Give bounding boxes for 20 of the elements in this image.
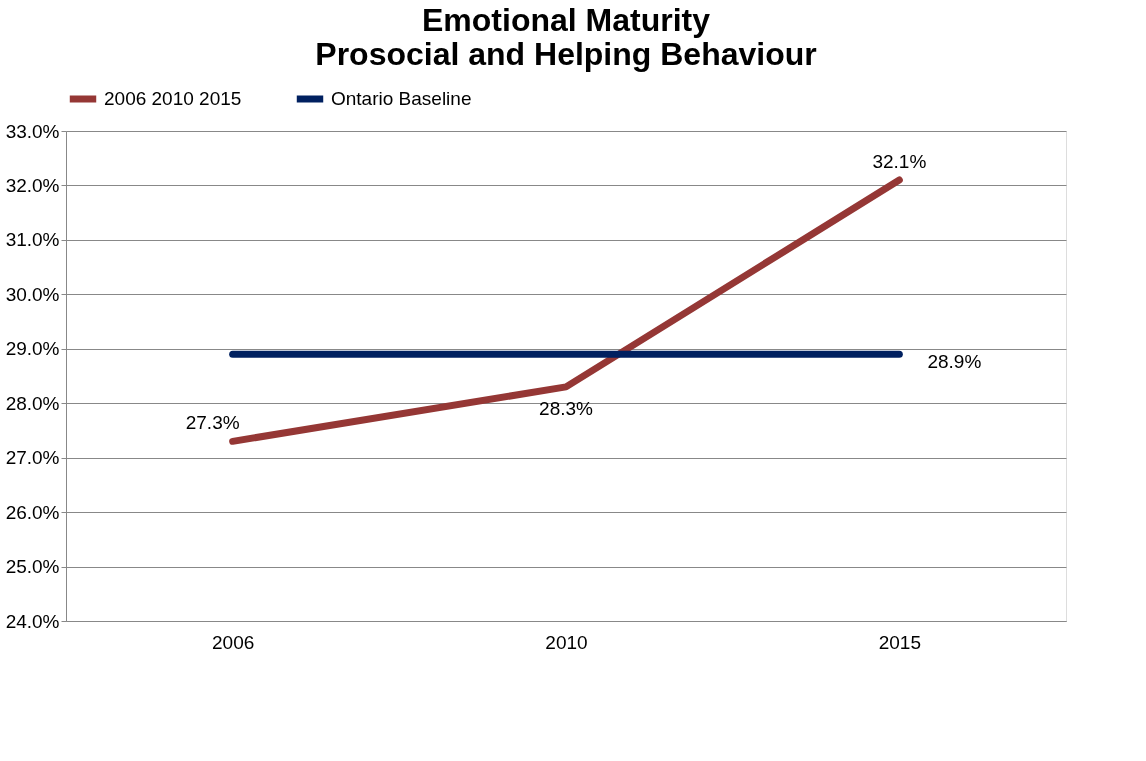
y-tick-label: 25.0% xyxy=(5,556,60,578)
y-tick-label: 31.0% xyxy=(5,229,60,251)
data-label: 27.3% xyxy=(185,412,240,434)
legend-label: 2006 2010 2015 xyxy=(104,88,242,109)
text: Emotional Maturity xyxy=(421,2,711,38)
x-tick-label: 2010 xyxy=(545,631,588,653)
x-tick-label: 2006 xyxy=(212,631,255,653)
y-tick-label: 26.0% xyxy=(5,501,60,523)
y-tick-label: 32.0% xyxy=(5,174,60,196)
y-tick-label: 28.0% xyxy=(5,392,60,414)
y-tick-label: 24.0% xyxy=(5,610,60,632)
y-tick-label: 27.0% xyxy=(5,447,60,469)
y-tick-label: 33.0% xyxy=(5,120,60,142)
y-tick-label: 29.0% xyxy=(5,338,60,360)
data-label: 28.3% xyxy=(539,397,594,419)
x-tick-label: 2015 xyxy=(878,631,921,653)
data-label: 28.9% xyxy=(927,351,982,373)
y-tick-label: 30.0% xyxy=(5,283,60,305)
legend-label: Ontario Baseline xyxy=(331,88,472,109)
data-label: 32.1% xyxy=(872,151,927,172)
